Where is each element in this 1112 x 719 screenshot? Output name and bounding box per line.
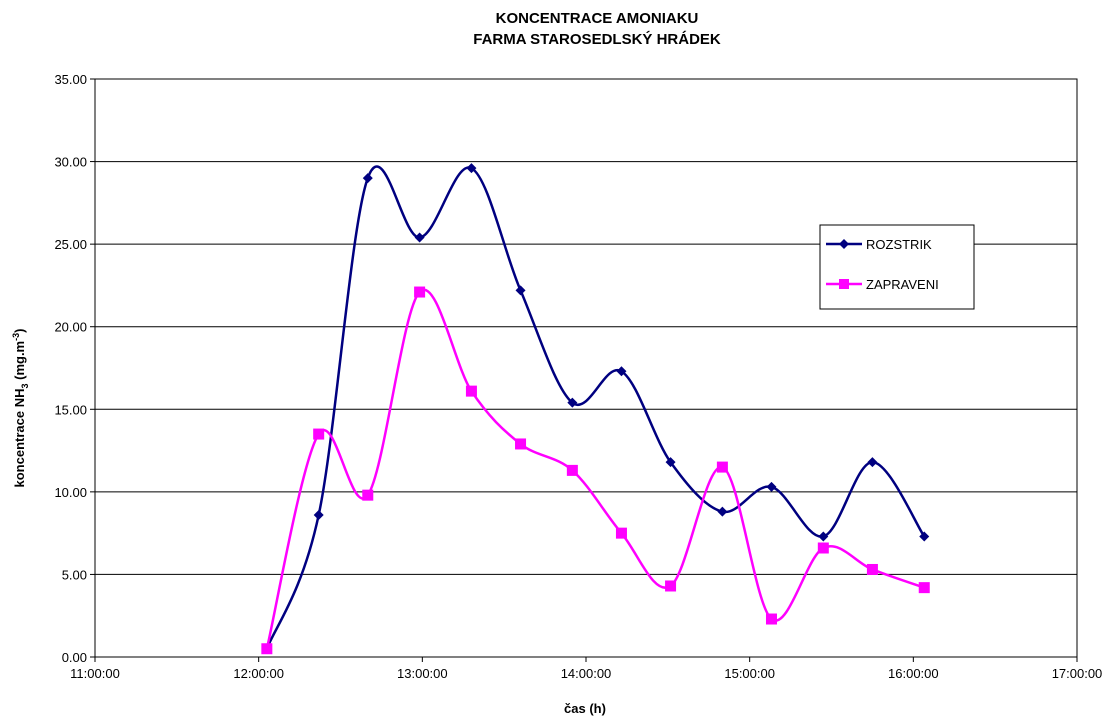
data-point-zapraveni xyxy=(615,527,627,539)
data-point-rozstrik xyxy=(567,397,578,408)
x-tick-label: 16:00:00 xyxy=(888,666,939,681)
tick-labels: 0.00 5.00 10.00 15.00 20.00 25.00 30.00 35.00 11… xyxy=(54,72,1102,681)
y-axis-label-prefix: koncentrace NH xyxy=(12,389,27,488)
plot-border xyxy=(94,78,1078,658)
data-point-rozstrik xyxy=(515,285,526,296)
legend-marker-rozstrik xyxy=(839,239,849,249)
data-point-rozstrik xyxy=(717,506,728,517)
y-axis-label-middle: (mg.m xyxy=(12,341,27,384)
data-point-rozstrik xyxy=(362,173,373,184)
legend-label-rozstrik: ROZSTRIK xyxy=(866,237,932,252)
y-tick-label: 0.00 xyxy=(62,650,87,665)
data-point-zapraveni xyxy=(313,428,325,440)
legend: ROZSTRIK ZAPRAVENI xyxy=(819,224,975,310)
y-tick-label: 5.00 xyxy=(62,567,87,582)
y-axis-label-sub: 3 xyxy=(20,383,30,388)
data-point-rozstrik xyxy=(414,232,425,243)
data-point-zapraveni xyxy=(918,582,930,594)
y-tick-label: 20.00 xyxy=(54,320,87,335)
series-line-rozstrik xyxy=(265,165,926,650)
data-point-zapraveni xyxy=(817,542,829,554)
y-axis-label-sup: -3 xyxy=(11,333,21,341)
data-point-zapraveni xyxy=(414,286,426,298)
data-point-zapraveni xyxy=(261,643,273,655)
data-point-rozstrik xyxy=(867,457,878,468)
legend-label-zapraveni: ZAPRAVENI xyxy=(866,277,939,292)
data-point-rozstrik xyxy=(665,457,676,468)
axes xyxy=(90,78,1078,662)
series-layer xyxy=(261,163,930,655)
data-point-zapraveni xyxy=(362,489,374,501)
x-tick-label: 12:00:00 xyxy=(233,666,284,681)
data-point-zapraveni xyxy=(866,563,878,575)
legend-box xyxy=(819,224,975,310)
legend-entry-zapraveni: ZAPRAVENI xyxy=(826,277,939,292)
data-point-rozstrik xyxy=(466,163,477,174)
data-point-rozstrik xyxy=(313,509,324,520)
data-point-rozstrik xyxy=(766,481,777,492)
series-zapraveni xyxy=(261,286,930,655)
x-tick-label: 11:00:00 xyxy=(70,666,120,681)
legend-marker-zapraveni xyxy=(839,279,849,289)
data-point-rozstrik xyxy=(818,531,829,542)
chart-title-line-1: KONCENTRACE AMONIAKU xyxy=(496,10,699,27)
data-point-zapraveni xyxy=(665,580,677,592)
data-point-zapraveni xyxy=(765,613,777,625)
y-axis-label: koncentrace NH3 (mg.m-3) xyxy=(11,329,30,488)
x-tick-label: 15:00:00 xyxy=(724,666,775,681)
data-point-zapraveni xyxy=(566,464,578,476)
legend-entry-rozstrik: ROZSTRIK xyxy=(826,237,932,252)
data-point-zapraveni xyxy=(716,461,728,473)
y-tick-label: 35.00 xyxy=(54,72,87,87)
y-tick-label: 30.00 xyxy=(54,155,87,170)
x-axis-label: čas (h) xyxy=(564,701,606,716)
series-line-zapraveni xyxy=(265,288,925,650)
chart-title-line-2: FARMA STAROSEDLSKÝ HRÁDEK xyxy=(473,30,721,48)
data-point-zapraveni xyxy=(465,385,477,397)
x-tick-label: 14:00:00 xyxy=(561,666,612,681)
data-point-zapraveni xyxy=(515,438,527,450)
y-tick-label: 15.00 xyxy=(54,402,87,417)
grid-lines xyxy=(95,78,1077,575)
x-tick-label: 13:00:00 xyxy=(397,666,448,681)
data-point-rozstrik xyxy=(616,366,627,377)
y-axis-label-suffix: ) xyxy=(12,329,27,333)
y-tick-label: 10.00 xyxy=(54,485,87,500)
data-point-rozstrik xyxy=(919,531,930,542)
x-tick-label: 17:00:00 xyxy=(1052,666,1103,681)
y-tick-label: 25.00 xyxy=(54,237,87,252)
